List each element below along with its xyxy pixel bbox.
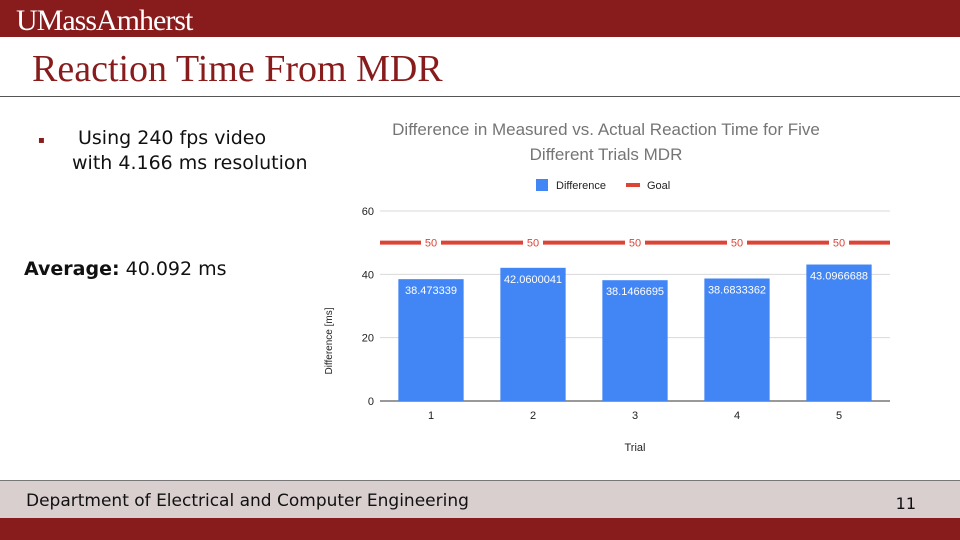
footer-band (0, 480, 960, 518)
legend-goal-label: Goal (647, 180, 670, 192)
bullet-square-icon: ▪ (38, 135, 45, 146)
goal-value-label: 50 (425, 238, 437, 250)
bar-value-label: 38.473339 (405, 285, 457, 297)
legend-goal-swatch (626, 183, 640, 187)
x-tick-label: 5 (836, 410, 842, 422)
goal-label-background (625, 235, 645, 250)
header-band (0, 0, 960, 37)
y-tick-label: 0 (368, 396, 374, 408)
x-tick-label: 3 (632, 410, 638, 422)
goal-value-label: 50 (833, 238, 845, 250)
x-tick-label: 4 (734, 410, 740, 422)
y-axis-label: Difference [ms] (324, 307, 335, 374)
goal-value-label: 50 (731, 238, 743, 250)
x-tick-label: 2 (530, 410, 536, 422)
bar-value-label: 43.0966688 (810, 271, 868, 283)
goal-value-label: 50 (629, 238, 641, 250)
chart-title-line-2: Different Trials MDR (530, 145, 683, 164)
y-tick-label: 40 (362, 269, 374, 281)
goal-value-label: 50 (527, 238, 539, 250)
legend-difference-label: Difference (556, 180, 606, 192)
average-line: Average: 40.092 ms (24, 256, 227, 282)
bar-value-label: 38.1466695 (606, 286, 664, 298)
goal-label-background (727, 235, 747, 250)
bar-value-label: 38.6833362 (708, 285, 766, 297)
y-tick-label: 20 (362, 333, 374, 345)
average-label: Average: (24, 258, 120, 280)
legend-difference-swatch (536, 179, 548, 191)
bullet-point: Using 240 fps video with 4.166 ms resolu… (72, 127, 308, 174)
y-tick-label: 60 (362, 206, 374, 218)
slide-title: Reaction Time From MDR (32, 48, 443, 90)
department-name: Department of Electrical and Computer En… (26, 491, 469, 511)
x-axis-label: Trial (625, 442, 646, 454)
bar-chart: Difference in Measured vs. Actual Reacti… (324, 120, 890, 454)
goal-label-background (829, 235, 849, 250)
difference-bar (704, 278, 770, 401)
difference-bar (806, 264, 872, 401)
title-divider (0, 96, 960, 97)
goal-label-background (421, 235, 441, 250)
difference-bar (602, 280, 668, 401)
bottom-band (0, 518, 960, 540)
x-tick-label: 1 (428, 410, 434, 422)
bar-value-label: 42.0600041 (504, 274, 562, 286)
average-value: 40.092 ms (125, 258, 227, 280)
chart-title-line-1: Difference in Measured vs. Actual Reacti… (392, 120, 820, 139)
goal-label-background (523, 235, 543, 250)
umass-logo: UMassAmherst (16, 4, 193, 37)
page-number: 11 (895, 494, 916, 513)
difference-bar (398, 279, 464, 401)
difference-bar (500, 267, 566, 401)
